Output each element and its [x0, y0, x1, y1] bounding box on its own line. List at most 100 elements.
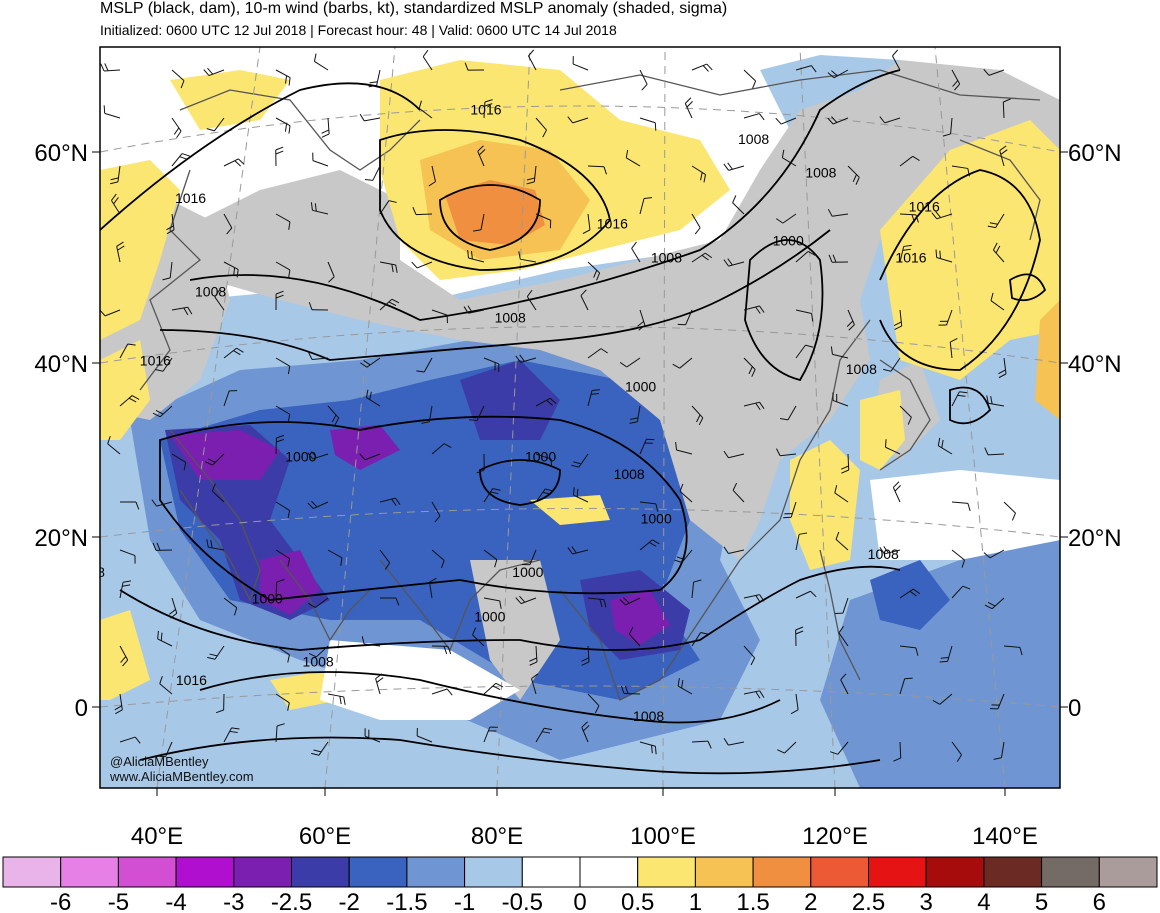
wind-barb [795, 309, 814, 322]
wind-barb [379, 200, 397, 215]
wind-barb [531, 673, 539, 695]
wind-barb [535, 488, 554, 503]
colorbar-bin [291, 856, 350, 888]
contour-label: 1008 [738, 131, 769, 147]
wind-barb [580, 289, 589, 311]
coast-india [379, 559, 541, 652]
wind-barb [723, 450, 745, 459]
wind-barb [107, 436, 121, 455]
colorbar-bin [60, 856, 119, 888]
wind-barb [790, 693, 799, 715]
wind-barb [639, 438, 655, 455]
wind-barb [938, 309, 953, 326]
wind-barb [834, 485, 849, 503]
wind-barb [1002, 98, 1011, 119]
wind-barb [308, 597, 329, 609]
wind-barb [275, 261, 291, 278]
anomaly-dark-orange-siberia [445, 180, 545, 245]
wind-barb [308, 352, 329, 361]
wind-barb [679, 483, 693, 503]
anomaly-shading [100, 55, 1060, 788]
colorbar-label: 3 [920, 889, 933, 913]
wind-barb [834, 597, 849, 614]
wind-barb [777, 741, 797, 754]
isobar-1000-manchuria [744, 239, 824, 382]
wind-barb [892, 481, 901, 503]
wind-barb [171, 69, 185, 89]
wind-barb [103, 105, 121, 119]
wind-barb [308, 645, 329, 658]
colorbar-bin [521, 856, 581, 888]
wind-barb [275, 549, 291, 567]
wind-barb [431, 443, 452, 455]
wind-barb [412, 207, 433, 216]
isobar-1024-siberia [439, 184, 541, 251]
wind-barb [587, 693, 600, 714]
contour-label: 1008 [74, 564, 105, 580]
colorbar-bin [348, 856, 408, 888]
isobar-1016-siberia [379, 129, 611, 271]
wind-barb [119, 395, 140, 407]
credit-website: www.AliciaMBentley.com [109, 769, 254, 784]
colorbar-bin [406, 856, 466, 888]
contour-label: 1000 [641, 510, 672, 526]
lat-label-left: 60°N [34, 140, 88, 167]
wind-barb [743, 357, 756, 377]
wind-barb [691, 63, 713, 72]
wind-barb [411, 261, 433, 269]
frame-ticks [92, 151, 1068, 708]
anomaly-yellow-europe [100, 160, 180, 340]
wind-barb [951, 501, 971, 512]
wind-barb [899, 244, 912, 263]
colorbar-bin [579, 856, 639, 888]
wind-barb [155, 357, 173, 372]
wind-barb [428, 165, 436, 187]
wind-barb [939, 645, 953, 663]
wind-barb [776, 448, 797, 457]
wind-barb [639, 501, 659, 512]
wind-barb [795, 532, 808, 551]
wind-barb [743, 113, 765, 121]
wind-barb [743, 69, 757, 89]
wind-barb [893, 309, 903, 330]
wind-barb [327, 405, 340, 426]
wind-barb [899, 213, 919, 223]
wind-barb [1003, 645, 1023, 656]
land-gray-se-asia [470, 560, 560, 700]
wind-barb [795, 251, 816, 263]
wind-barb [984, 447, 1005, 456]
wind-barb [364, 728, 381, 743]
colorbar-label: -2 [339, 889, 360, 913]
wind-barb [114, 693, 123, 715]
wind-barb [567, 546, 589, 555]
wind-barb [899, 677, 913, 695]
wind-barb [631, 241, 641, 263]
wind-barb [311, 741, 329, 756]
wind-barb [275, 117, 291, 134]
wind-barb [723, 162, 745, 171]
lon-label: 120°E [802, 823, 868, 850]
wind-barb [223, 597, 238, 616]
contour-label: 1008 [614, 466, 645, 482]
wind-barb [359, 453, 381, 461]
wind-barb [892, 49, 901, 71]
wind-barb [327, 261, 335, 283]
contour-label: 1008 [195, 284, 226, 300]
map-subtitle: Initialized: 0600 UTC 12 Jul 2018 | Fore… [100, 22, 617, 38]
isobar-1016-closed-pacific [949, 386, 992, 425]
contour-label: 1008 [495, 309, 526, 325]
wind-barb [639, 741, 657, 755]
grid-lon-100 [662, 47, 666, 788]
wind-barb [207, 645, 225, 660]
lat-label-right: 40°N [1068, 351, 1122, 378]
wind-barb [535, 117, 547, 138]
wind-barb [587, 165, 607, 175]
wind-barb [171, 306, 193, 316]
wind-barb [483, 99, 493, 119]
wind-barb [275, 290, 284, 311]
wind-barb [581, 645, 590, 666]
contour-label: 1016 [176, 672, 207, 688]
wind-barb [152, 405, 173, 418]
wind-barb [674, 549, 693, 563]
